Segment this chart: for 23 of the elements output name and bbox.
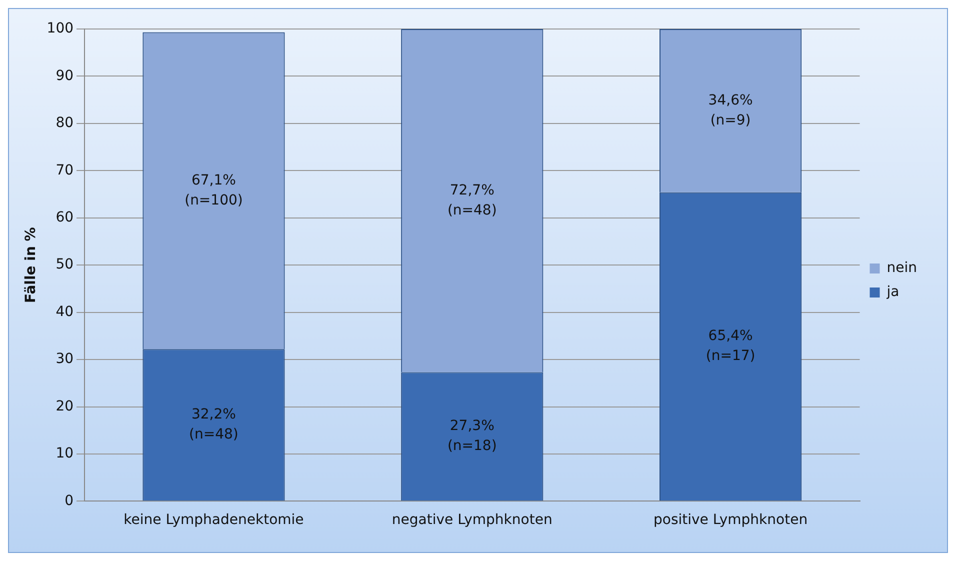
data-label: 65,4% (n=17): [706, 328, 756, 364]
data-label: 32,2% (n=48): [189, 406, 238, 443]
data-label: 34,6% (n=9): [708, 92, 753, 128]
x-tick-label: keine Lymphadenektomie: [124, 512, 304, 528]
y-tick-label: 30: [56, 351, 74, 368]
y-tick-label: 40: [56, 304, 74, 320]
legend-label: nein: [886, 260, 917, 276]
y-tick-label: 60: [56, 210, 74, 226]
legend-label: ja: [886, 284, 900, 300]
data-label: 67,1% (n=100): [184, 172, 243, 208]
data-label: 72,7% (n=48): [447, 182, 497, 218]
y-tick-label: 70: [56, 162, 74, 178]
x-tick-label: negative Lymphknoten: [392, 512, 552, 528]
x-tick-label: positive Lymphknoten: [654, 512, 808, 528]
y-tick-label: 50: [56, 256, 74, 273]
y-tick-label: 80: [56, 115, 74, 132]
y-axis-title: Fälle in %: [23, 227, 40, 304]
y-tick-label: 10: [56, 446, 74, 462]
y-tick-label: 0: [64, 492, 74, 509]
y-tick-label: 100: [46, 20, 74, 37]
data-label: 27,3% (n=18): [447, 418, 497, 454]
y-tick-label: 20: [56, 398, 74, 414]
y-tick-label: 90: [56, 68, 74, 84]
